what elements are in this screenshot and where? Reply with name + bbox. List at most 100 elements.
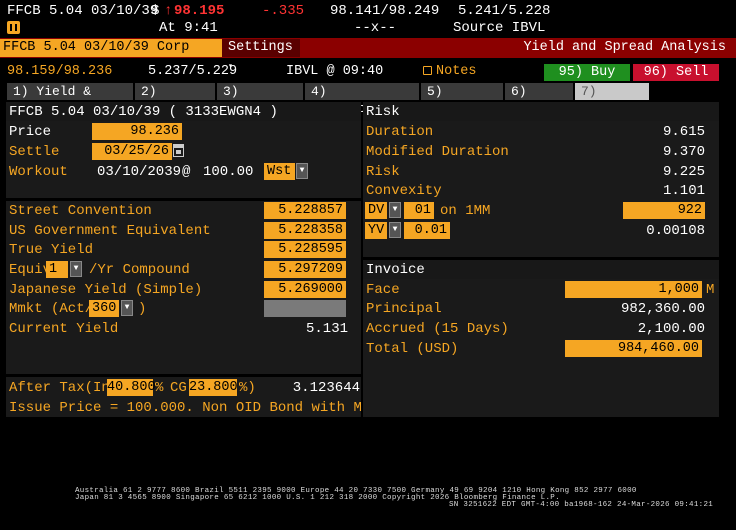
cap-gains-pct: %) (239, 380, 256, 396)
current-yield-value: 5.131 (305, 321, 348, 337)
mmkt-yield-input[interactable] (264, 300, 346, 317)
street-convention-label[interactable]: Street Convention (9, 203, 152, 219)
settle-date-input[interactable]: 03/25/26 (92, 143, 172, 160)
invoice-header-bar (363, 260, 719, 279)
chevron-down-icon[interactable]: ▼ (389, 222, 401, 238)
risk-header: Risk (366, 104, 400, 120)
equiv-compound-input[interactable]: 5.297209 (264, 261, 346, 278)
convexity-label[interactable]: Convexity (366, 183, 442, 199)
notes-label: Notes (436, 64, 477, 79)
bid-ask-yield: 5.241/5.228 (458, 3, 551, 19)
tab-custom[interactable]: 5) Custom (421, 83, 503, 116)
buy-button[interactable]: 95) Buy (544, 64, 630, 81)
chevron-down-icon[interactable]: ▼ (296, 163, 308, 179)
yv-select[interactable]: YV (365, 222, 387, 239)
workout-type-select[interactable]: Wst (264, 163, 295, 180)
mmkt-label[interactable]: Mmkt (Act/ (9, 301, 94, 317)
risk-value: 9.225 (662, 164, 705, 180)
equiv-label[interactable]: Equiv (9, 262, 52, 278)
price-change: -.335 (262, 3, 305, 19)
accrued-label[interactable]: Accrued (15 Days) (366, 321, 509, 337)
cap-gains-rate-input[interactable]: 23.800 (189, 379, 238, 396)
dv-value-input[interactable]: 922 (623, 202, 705, 219)
equiv-compound-label: /Yr Compound (89, 262, 190, 278)
tab-graphs[interactable]: 2) Graphs (135, 83, 215, 116)
sell-button[interactable]: 96) Sell (633, 64, 719, 81)
face-unit: M (706, 282, 715, 298)
true-yield-input[interactable]: 5.228595 (264, 241, 346, 258)
price-label: Price (9, 124, 52, 140)
notes-icon (423, 65, 432, 75)
convexity-value: 1.101 (662, 183, 705, 199)
current-yield-label[interactable]: Current Yield (9, 321, 119, 337)
true-yield-label[interactable]: True Yield (9, 242, 94, 258)
after-tax-panel (6, 377, 361, 417)
settle-label[interactable]: Settle (9, 144, 60, 160)
mmkt-close-paren: ) (138, 301, 147, 317)
mid-marker: --x-- (354, 20, 397, 36)
duration-value: 9.615 (662, 124, 705, 140)
yv-value: 0.00108 (646, 223, 705, 239)
equiv-frequency-select[interactable]: 1 (46, 261, 68, 278)
face-label[interactable]: Face (366, 282, 400, 298)
last-price: 98.195 (174, 3, 225, 19)
chevron-down-icon[interactable]: ▼ (389, 202, 401, 218)
footer-session-line: SN 3251622 EDT GMT-4:00 ba1968-162 24-Ma… (449, 501, 714, 509)
yv-amount-input[interactable]: 0.01 (404, 222, 450, 239)
dv-amount-input[interactable]: 01 (404, 202, 434, 219)
security-label[interactable]: FFCB 5.04 03/10/39 Corp (0, 39, 222, 57)
bid-ask-price: 98.141/98.249 (330, 3, 440, 19)
total-input[interactable]: 984,460.00 (565, 340, 702, 357)
principal-value: 982,360.00 (620, 301, 705, 317)
quote-yield-pair: 5.237/5.229 (148, 64, 238, 79)
quote-price-pair: 98.159/98.236 (7, 64, 113, 79)
bond-header-bar (6, 102, 361, 121)
screen-title: Yield and Spread Analysis (523, 40, 726, 55)
risk-label[interactable]: Risk (366, 164, 400, 180)
bloomberg-logo-icon (7, 21, 20, 34)
tab-description[interactable]: 4) Description (305, 83, 419, 116)
ticker-time: At 9:41 (159, 20, 218, 36)
settings-label: Settings (228, 40, 293, 55)
cap-gains-label: CG (170, 380, 187, 396)
modified-duration-label[interactable]: Modified Duration (366, 144, 509, 160)
after-tax-value: 3.123644 (292, 380, 360, 396)
tab-pricing[interactable]: 3) Pricing (217, 83, 303, 116)
quote-source-time: IBVL @ 09:40 (286, 64, 384, 79)
after-tax-label[interactable]: After Tax(Inc (9, 380, 119, 396)
calendar-icon[interactable] (173, 144, 184, 157)
japanese-yield-input[interactable]: 5.269000 (264, 281, 346, 298)
us-gov-equivalent-label[interactable]: US Government Equivalent (9, 223, 211, 239)
security-label-text: FFCB 5.04 03/10/39 Corp (3, 40, 190, 55)
duration-label[interactable]: Duration (366, 124, 434, 140)
principal-label[interactable]: Principal (366, 301, 442, 317)
accrued-value: 2,100.00 (637, 321, 705, 337)
workout-at: @ (182, 164, 191, 180)
chevron-down-icon[interactable]: ▼ (121, 300, 133, 316)
japanese-yield-label[interactable]: Japanese Yield (Simple) (9, 282, 203, 298)
up-arrow-icon: ↑ (164, 3, 173, 19)
settings-menu[interactable]: Settings ▾ (222, 39, 300, 71)
us-gov-equivalent-input[interactable]: 5.228358 (264, 222, 346, 239)
notes-button[interactable]: Notes (423, 64, 477, 79)
total-label[interactable]: Total (USD) (366, 341, 459, 357)
tab-calls[interactable]: 6) Calls (505, 83, 573, 116)
street-convention-input[interactable]: 5.228857 (264, 202, 346, 219)
modified-duration-value: 9.370 (662, 144, 705, 160)
tab-yields[interactable]: 7) Yields (575, 83, 649, 116)
income-tax-pct: % (155, 380, 164, 396)
issue-price-note: Issue Price = 100.000. Non OID Bond with… (9, 400, 430, 416)
workout-label[interactable]: Workout (9, 164, 68, 180)
price-source: Source IBVL (453, 20, 546, 36)
workout-price: 100.00 (203, 164, 254, 180)
footer-contacts-line1: Australia 61 2 9777 8600 Brazil 5511 239… (75, 487, 637, 495)
mmkt-basis-select[interactable]: 360 (89, 300, 119, 317)
chevron-down-icon[interactable]: ▼ (70, 261, 82, 277)
bond-header: FFCB 5.04 03/10/39 ( 3133EWGN4 ) (9, 104, 278, 120)
dv-select[interactable]: DV (365, 202, 387, 219)
footer-contacts-line2: Japan 81 3 4565 8900 Singapore 65 6212 1… (75, 494, 560, 502)
price-input[interactable]: 98.236 (92, 123, 182, 140)
tab-yield-spread[interactable]: 1) Yield & Spread (7, 83, 133, 116)
face-input[interactable]: 1,000 (565, 281, 702, 298)
income-tax-rate-input[interactable]: 40.800 (107, 379, 156, 396)
